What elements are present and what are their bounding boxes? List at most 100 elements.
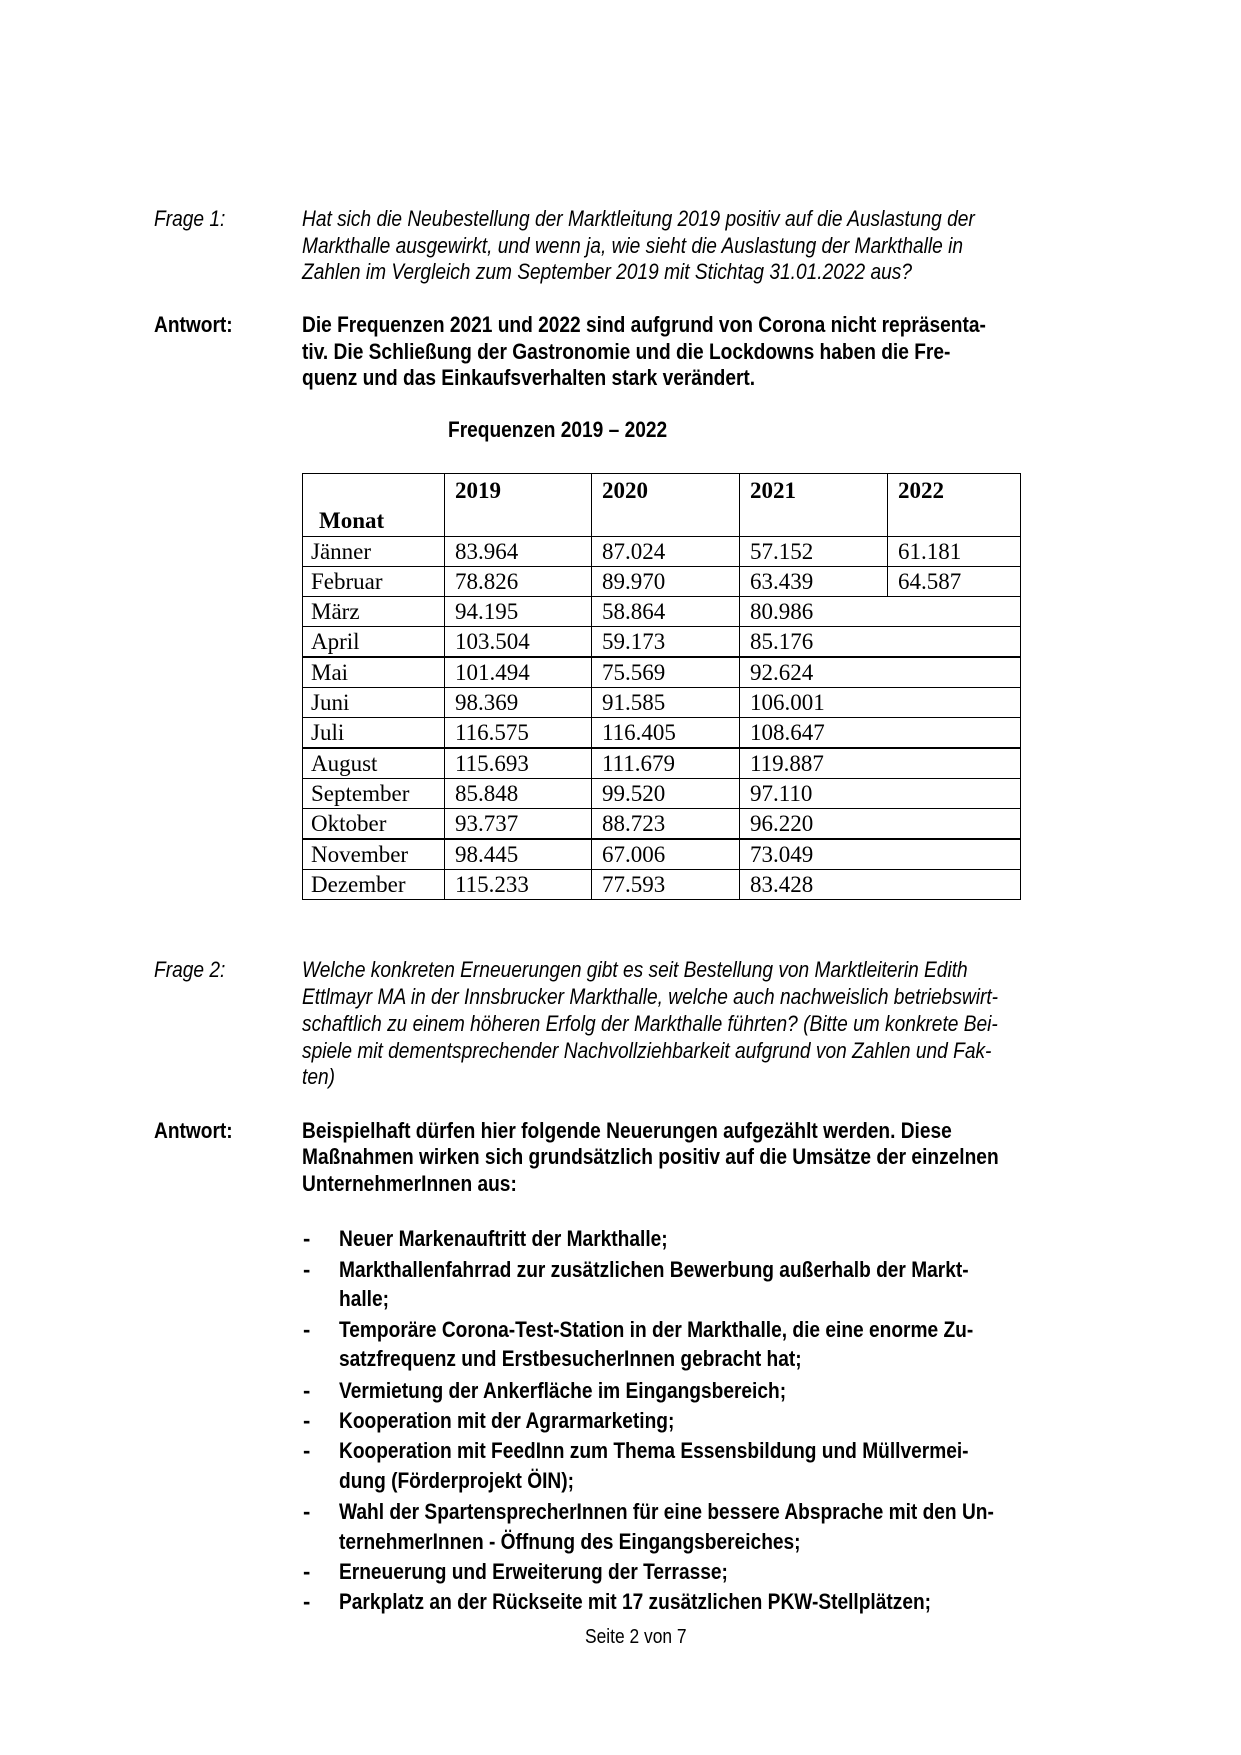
bullet-dash: - bbox=[303, 1257, 311, 1282]
table-row: November 98.445 67.006 73.049 bbox=[302, 838, 1021, 870]
table-row: Dezember 115.233 77.593 83.428 bbox=[302, 869, 1021, 900]
list-item-line: halle; bbox=[339, 1286, 389, 1311]
list-item-line: Temporäre Corona-Test-Station in der Mar… bbox=[339, 1317, 974, 1342]
bullet-dash: - bbox=[303, 1559, 311, 1584]
table-row: April 103.504 59.173 85.176 bbox=[302, 626, 1021, 658]
frage-2-line: spiele mit dementsprechender Nachvollzie… bbox=[302, 1038, 992, 1063]
header-2019: 2019 bbox=[444, 473, 592, 537]
bullet-dash: - bbox=[303, 1499, 311, 1524]
month-cell: Jänner bbox=[302, 536, 445, 567]
list-item-line: dung (Förderprojekt ÖIN); bbox=[339, 1468, 574, 1493]
value-cell: 87.024 bbox=[591, 536, 740, 567]
value-cell: 103.504 bbox=[444, 626, 592, 658]
month-cell: November bbox=[302, 838, 445, 870]
value-cell: 108.647 bbox=[739, 717, 1021, 749]
month-cell: Juni bbox=[302, 687, 445, 718]
list-item-line: Vermietung der Ankerfläche im Eingangsbe… bbox=[339, 1378, 787, 1403]
bullet-dash: - bbox=[303, 1378, 311, 1403]
table-title: Frequenzen 2019 – 2022 bbox=[448, 417, 668, 442]
list-item-line: Markthallenfahrrad zur zusätzlichen Bewe… bbox=[339, 1257, 969, 1282]
table-row: März 94.195 58.864 80.986 bbox=[302, 596, 1021, 627]
antwort-1-line: quenz und das Einkaufsverhalten stark ve… bbox=[302, 365, 756, 390]
value-cell: 115.233 bbox=[444, 869, 592, 900]
header-2021: 2021 bbox=[739, 473, 888, 537]
value-cell: 57.152 bbox=[739, 536, 888, 567]
month-cell: Mai bbox=[302, 656, 445, 688]
table-row: Juli 116.575 116.405 108.647 bbox=[302, 717, 1021, 749]
month-cell: August bbox=[302, 747, 445, 779]
value-cell: 78.826 bbox=[444, 566, 592, 597]
table-row: Februar 78.826 89.970 63.439 64.587 bbox=[302, 566, 1021, 597]
month-cell: Juli bbox=[302, 717, 445, 749]
value-cell: 63.439 bbox=[739, 566, 888, 597]
value-cell: 97.110 bbox=[739, 778, 1021, 809]
month-cell: Oktober bbox=[302, 808, 445, 840]
antwort-1-line: Die Frequenzen 2021 und 2022 sind aufgru… bbox=[302, 312, 986, 337]
value-cell: 98.369 bbox=[444, 687, 592, 718]
header-2022: 2022 bbox=[887, 473, 1021, 537]
value-cell: 77.593 bbox=[591, 869, 740, 900]
value-cell: 88.723 bbox=[591, 808, 740, 840]
value-cell: 61.181 bbox=[887, 536, 1021, 567]
value-cell: 101.494 bbox=[444, 656, 592, 688]
frage-1-line: Zahlen im Vergleich zum September 2019 m… bbox=[302, 259, 913, 284]
list-item-line: Kooperation mit FeedInn zum Thema Essens… bbox=[339, 1438, 969, 1463]
frage-2-label: Frage 2: bbox=[154, 957, 226, 982]
table-row: Jänner 83.964 87.024 57.152 61.181 bbox=[302, 536, 1021, 567]
frage-2-line: schaftlich zu einem höheren Erfolg der M… bbox=[302, 1011, 998, 1036]
antwort-1-line: tiv. Die Schließung der Gastronomie und … bbox=[302, 339, 951, 364]
month-cell: September bbox=[302, 778, 445, 809]
bullet-dash: - bbox=[303, 1317, 311, 1342]
value-cell: 94.195 bbox=[444, 596, 592, 627]
value-cell: 93.737 bbox=[444, 808, 592, 840]
value-cell: 83.964 bbox=[444, 536, 592, 567]
table-header-row: Monat 2019 2020 2021 2022 bbox=[302, 473, 1021, 537]
value-cell: 96.220 bbox=[739, 808, 1021, 840]
table-row: Mai 101.494 75.569 92.624 bbox=[302, 656, 1021, 688]
value-cell: 80.986 bbox=[739, 596, 1021, 627]
bullet-dash: - bbox=[303, 1438, 311, 1463]
frage-1-label: Frage 1: bbox=[154, 206, 226, 231]
table-row: August 115.693 111.679 119.887 bbox=[302, 747, 1021, 779]
value-cell: 91.585 bbox=[591, 687, 740, 718]
month-cell: März bbox=[302, 596, 445, 627]
value-cell: 99.520 bbox=[591, 778, 740, 809]
frage-2-line: Ettlmayr MA in der Innsbrucker Markthall… bbox=[302, 984, 999, 1009]
antwort-1-label: Antwort: bbox=[154, 312, 233, 337]
table-row: Oktober 93.737 88.723 96.220 bbox=[302, 808, 1021, 840]
value-cell: 116.405 bbox=[591, 717, 740, 749]
month-cell: Dezember bbox=[302, 869, 445, 900]
list-item-line: satzfrequenz und ErstbesucherInnen gebra… bbox=[339, 1346, 802, 1371]
value-cell: 111.679 bbox=[591, 747, 740, 779]
list-item-line: ternehmerInnen - Öffnung des Eingangsber… bbox=[339, 1529, 801, 1554]
list-item-line: Wahl der SpartensprecherInnen für eine b… bbox=[339, 1499, 994, 1524]
frage-2-line: Welche konkreten Erneuerungen gibt es se… bbox=[302, 957, 968, 982]
value-cell: 85.176 bbox=[739, 626, 1021, 658]
value-cell: 92.624 bbox=[739, 656, 1021, 688]
value-cell: 73.049 bbox=[739, 838, 1021, 870]
page-number: Seite 2 von 7 bbox=[585, 1626, 687, 1648]
value-cell: 67.006 bbox=[591, 838, 740, 870]
frage-1-line: Hat sich die Neubestellung der Marktleit… bbox=[302, 206, 975, 231]
value-cell: 59.173 bbox=[591, 626, 740, 658]
header-monat: Monat bbox=[302, 473, 445, 537]
antwort-2-line: Beispielhaft dürfen hier folgende Neueru… bbox=[302, 1118, 952, 1143]
value-cell: 106.001 bbox=[739, 687, 1021, 718]
value-cell: 116.575 bbox=[444, 717, 592, 749]
list-item-line: Parkplatz an der Rückseite mit 17 zusätz… bbox=[339, 1589, 932, 1614]
value-cell: 98.445 bbox=[444, 838, 592, 870]
bullet-dash: - bbox=[303, 1589, 311, 1614]
antwort-2-line: UnternehmerInnen aus: bbox=[302, 1171, 517, 1196]
antwort-2-label: Antwort: bbox=[154, 1118, 233, 1143]
month-cell: Februar bbox=[302, 566, 445, 597]
header-2020: 2020 bbox=[591, 473, 740, 537]
value-cell: 115.693 bbox=[444, 747, 592, 779]
list-item-line: Erneuerung und Erweiterung der Terrasse; bbox=[339, 1559, 728, 1584]
value-cell: 83.428 bbox=[739, 869, 1021, 900]
value-cell: 75.569 bbox=[591, 656, 740, 688]
antwort-2-line: Maßnahmen wirken sich grundsätzlich posi… bbox=[302, 1144, 999, 1169]
frequency-table: Monat 2019 2020 2021 2022 Jänner 83.964 87… bbox=[302, 473, 1021, 900]
bullet-dash: - bbox=[303, 1226, 311, 1251]
frage-1-line: Markthalle ausgewirkt, und wenn ja, wie … bbox=[302, 233, 964, 258]
list-item-line: Kooperation mit der Agrarmarketing; bbox=[339, 1408, 675, 1433]
